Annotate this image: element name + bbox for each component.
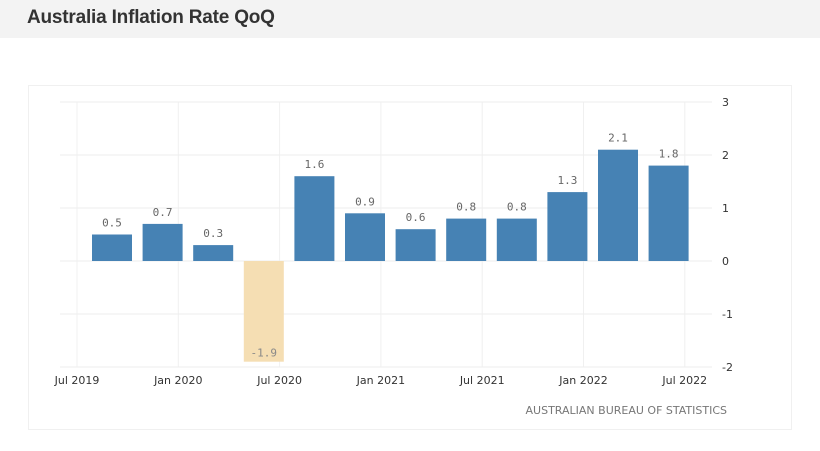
y-tick-label: -2 xyxy=(722,361,733,374)
page-title: Australia Inflation Rate QoQ xyxy=(27,7,275,28)
bar xyxy=(345,213,385,261)
bar xyxy=(142,223,183,261)
x-tick-label: Jul 2021 xyxy=(459,374,505,387)
bar xyxy=(648,165,689,261)
data-label: 0.9 xyxy=(355,195,375,208)
data-label: 0.5 xyxy=(102,217,122,230)
data-label: 0.3 xyxy=(203,227,223,240)
data-label: 0.8 xyxy=(507,201,527,214)
y-tick-label: 1 xyxy=(722,202,729,215)
title-bar: Australia Inflation Rate QoQ xyxy=(0,0,820,38)
y-tick-label: 3 xyxy=(722,96,729,109)
bar xyxy=(496,218,537,261)
data-label: 1.6 xyxy=(304,158,324,171)
bar xyxy=(446,218,487,261)
bar xyxy=(395,229,436,261)
data-label: 1.8 xyxy=(659,148,679,161)
y-tick-label: -1 xyxy=(722,308,733,321)
x-tick-label: Jan 2020 xyxy=(153,374,202,387)
x-tick-label: Jan 2021 xyxy=(356,374,405,387)
x-tick-label: Jan 2022 xyxy=(558,374,607,387)
data-label: 2.1 xyxy=(608,132,628,145)
data-label: -1.9 xyxy=(251,347,278,360)
y-tick-label: 0 xyxy=(722,255,729,268)
bar xyxy=(598,149,638,261)
data-label: 0.6 xyxy=(406,211,426,224)
data-label: 0.8 xyxy=(456,201,476,214)
chart-panel xyxy=(28,85,792,430)
bar xyxy=(294,176,335,261)
x-tick-label: Jul 2022 xyxy=(661,374,707,387)
bar xyxy=(547,192,588,261)
source-label: AUSTRALIAN BUREAU OF STATISTICS xyxy=(525,404,727,417)
y-tick-label: 2 xyxy=(722,149,729,162)
x-tick-label: Jul 2019 xyxy=(54,374,100,387)
x-tick-label: Jul 2020 xyxy=(256,374,302,387)
data-label: 0.7 xyxy=(153,206,173,219)
data-label: 1.3 xyxy=(557,174,577,187)
bar xyxy=(243,261,284,362)
bar xyxy=(193,245,234,261)
bar xyxy=(92,234,132,261)
